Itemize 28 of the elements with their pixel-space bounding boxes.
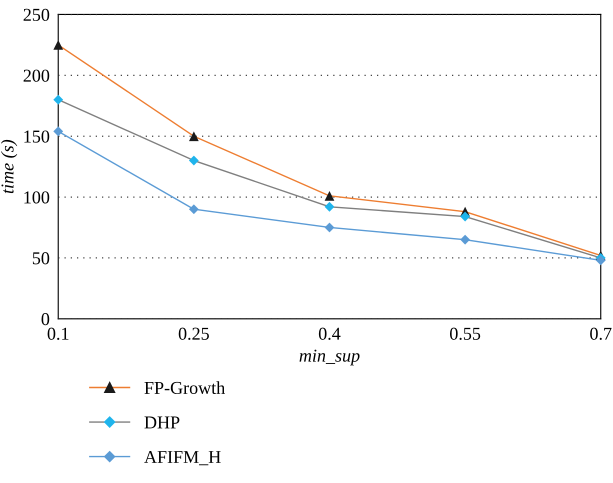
y-tick-label: 150 [24, 130, 50, 143]
y-tick-label: 0 [42, 313, 50, 326]
legend-label: DHP [144, 416, 180, 428]
point [53, 40, 64, 50]
point [188, 204, 199, 214]
point [324, 190, 334, 201]
point [460, 234, 470, 245]
point [324, 222, 334, 232]
point [189, 131, 199, 142]
x-tick-label: 0.7 [590, 328, 612, 340]
point [53, 126, 64, 136]
point [53, 94, 64, 105]
point [596, 255, 606, 266]
x-axis-title: min_sup [300, 350, 360, 366]
y-tick-label: 200 [24, 70, 50, 82]
x-tick-label: 0.25 [178, 328, 209, 340]
point [188, 156, 199, 166]
y-axis-title: time (s) [0, 140, 18, 194]
point [460, 212, 470, 222]
point [324, 202, 334, 212]
legend-label: FP-Growth [144, 381, 225, 394]
y-tick-label: 100 [24, 191, 50, 204]
y-tick-label: 250 [24, 8, 50, 21]
x-tick-label: 0.55 [450, 328, 480, 340]
x-tick-label: 0.4 [318, 328, 340, 340]
y-tick-label: 50 [32, 252, 50, 264]
legend-label: AFIFM_H [144, 450, 221, 466]
x-tick-label: 0.1 [48, 328, 68, 340]
